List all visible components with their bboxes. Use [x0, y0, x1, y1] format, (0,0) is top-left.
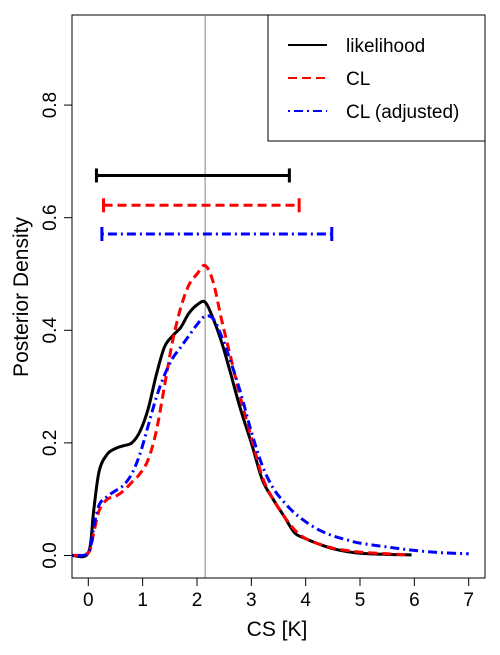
y-tick-label: 0.0 [40, 542, 61, 568]
legend-label: CL [346, 69, 370, 90]
legend-item-cl-adjusted: CL (adjusted) [288, 102, 459, 123]
density-curve-cl-adjusted [71, 314, 469, 558]
interval-bar-cl [102, 198, 301, 213]
x-axis-label: CS [K] [247, 618, 308, 641]
x-tick-label: 7 [463, 590, 474, 611]
x-tick-label: 0 [83, 590, 94, 611]
y-axis-label: Posterior Density [10, 217, 33, 377]
y-axis: 0.0 0.2 0.4 0.6 0.8 [40, 92, 73, 569]
interval-group [94, 168, 334, 242]
legend-item-likelihood: likelihood [288, 36, 425, 57]
x-tick-label: 6 [409, 590, 420, 611]
legend-label: CL (adjusted) [346, 102, 459, 123]
x-tick-label: 1 [137, 590, 148, 611]
x-tick-label: 2 [192, 590, 203, 611]
interval-bar-cl-adjusted [100, 227, 334, 242]
legend-label: likelihood [346, 36, 425, 57]
y-tick-label: 0.4 [40, 317, 61, 344]
density-curve-likelihood [71, 299, 412, 559]
x-tick-label: 4 [300, 590, 311, 611]
interval-bar-likelihood [94, 168, 291, 183]
x-tick-label: 3 [246, 590, 257, 611]
density-curve-cl [71, 263, 409, 557]
y-tick-label: 0.6 [40, 204, 61, 230]
y-tick-label: 0.2 [40, 430, 61, 456]
x-axis: 0 1 2 3 4 5 6 7 [83, 577, 474, 611]
legend-item-cl: CL [288, 69, 370, 90]
x-tick-label: 5 [355, 590, 366, 611]
y-tick-label: 0.8 [40, 92, 61, 118]
legend: likelihood CL CL (adjusted) [267, 14, 486, 142]
series-group [71, 263, 469, 559]
